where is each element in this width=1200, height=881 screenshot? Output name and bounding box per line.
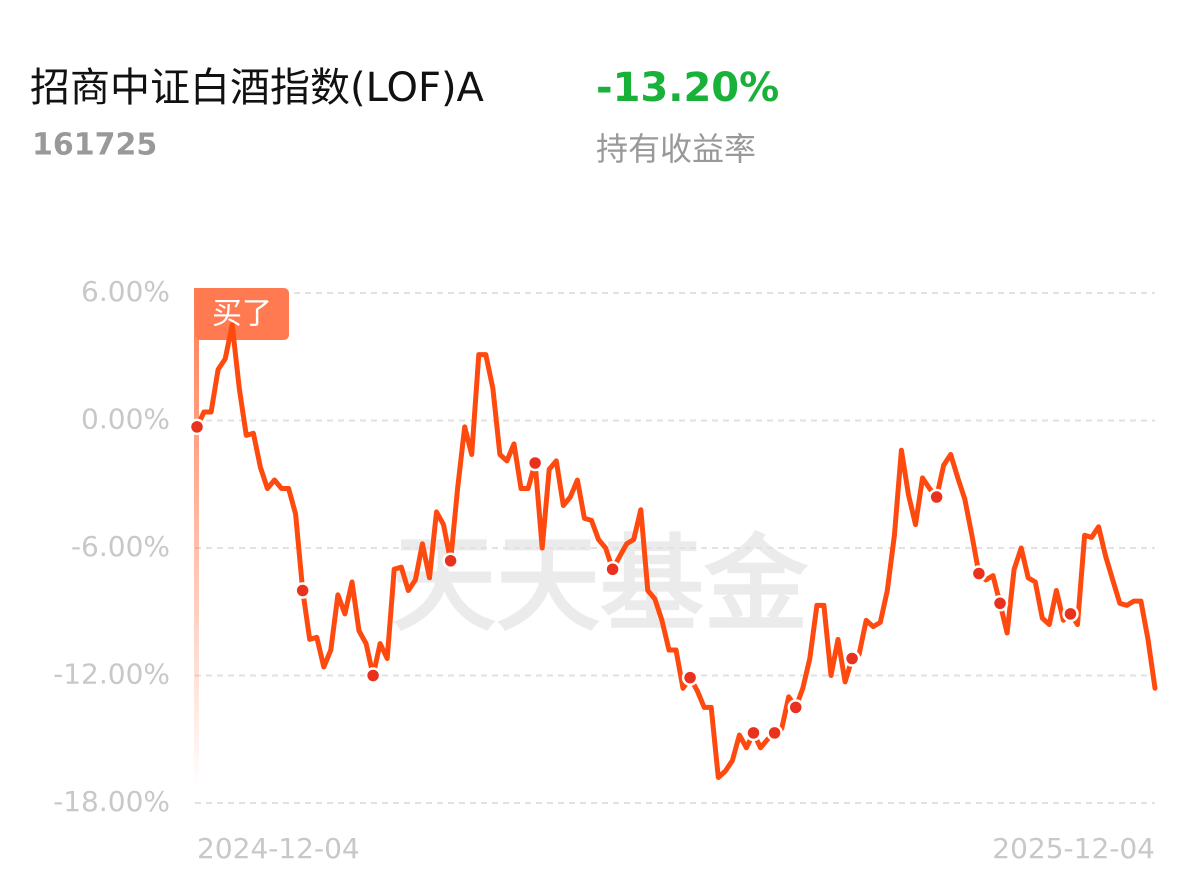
trade-point	[681, 669, 699, 686]
trade-point	[188, 418, 206, 436]
trade-point	[442, 552, 459, 569]
trade-point	[970, 565, 988, 582]
x-tick-label: 2024-12-04	[197, 832, 360, 865]
trade-point	[604, 561, 621, 578]
trade-point	[294, 582, 311, 599]
buy-line	[194, 288, 199, 788]
plot: 6.00% 0.00% -6.00% -12.00% -18.00% 2024-12-04…	[53, 275, 1158, 865]
trade-point	[745, 724, 762, 742]
trade-point	[364, 667, 382, 684]
fund-title: 招商中证白酒指数(LOF)A	[30, 65, 485, 111]
y-tick-label: -18.00%	[53, 785, 170, 818]
fund-code: 161725	[32, 128, 157, 163]
trade-point	[1062, 605, 1079, 623]
line	[194, 322, 1158, 780]
buy-badge-label: 买了	[212, 297, 272, 332]
y-tick-label: 0.00%	[81, 403, 170, 436]
trade-point	[787, 699, 804, 716]
buy-badge	[195, 288, 289, 340]
trade-point	[928, 488, 945, 506]
y-tick-label: -12.00%	[53, 658, 170, 691]
y-tick-label: 6.00%	[81, 275, 170, 308]
y-tick-label: -6.00%	[71, 530, 170, 563]
holding-return-label: 持有收益率	[596, 130, 756, 168]
trade-point	[991, 595, 1009, 612]
holding-return: -13.20%	[596, 65, 779, 111]
trade-point	[843, 650, 861, 667]
trade-point	[766, 724, 783, 742]
x-tick-label: 2025-12-04	[992, 832, 1155, 865]
trade-point	[526, 454, 544, 472]
